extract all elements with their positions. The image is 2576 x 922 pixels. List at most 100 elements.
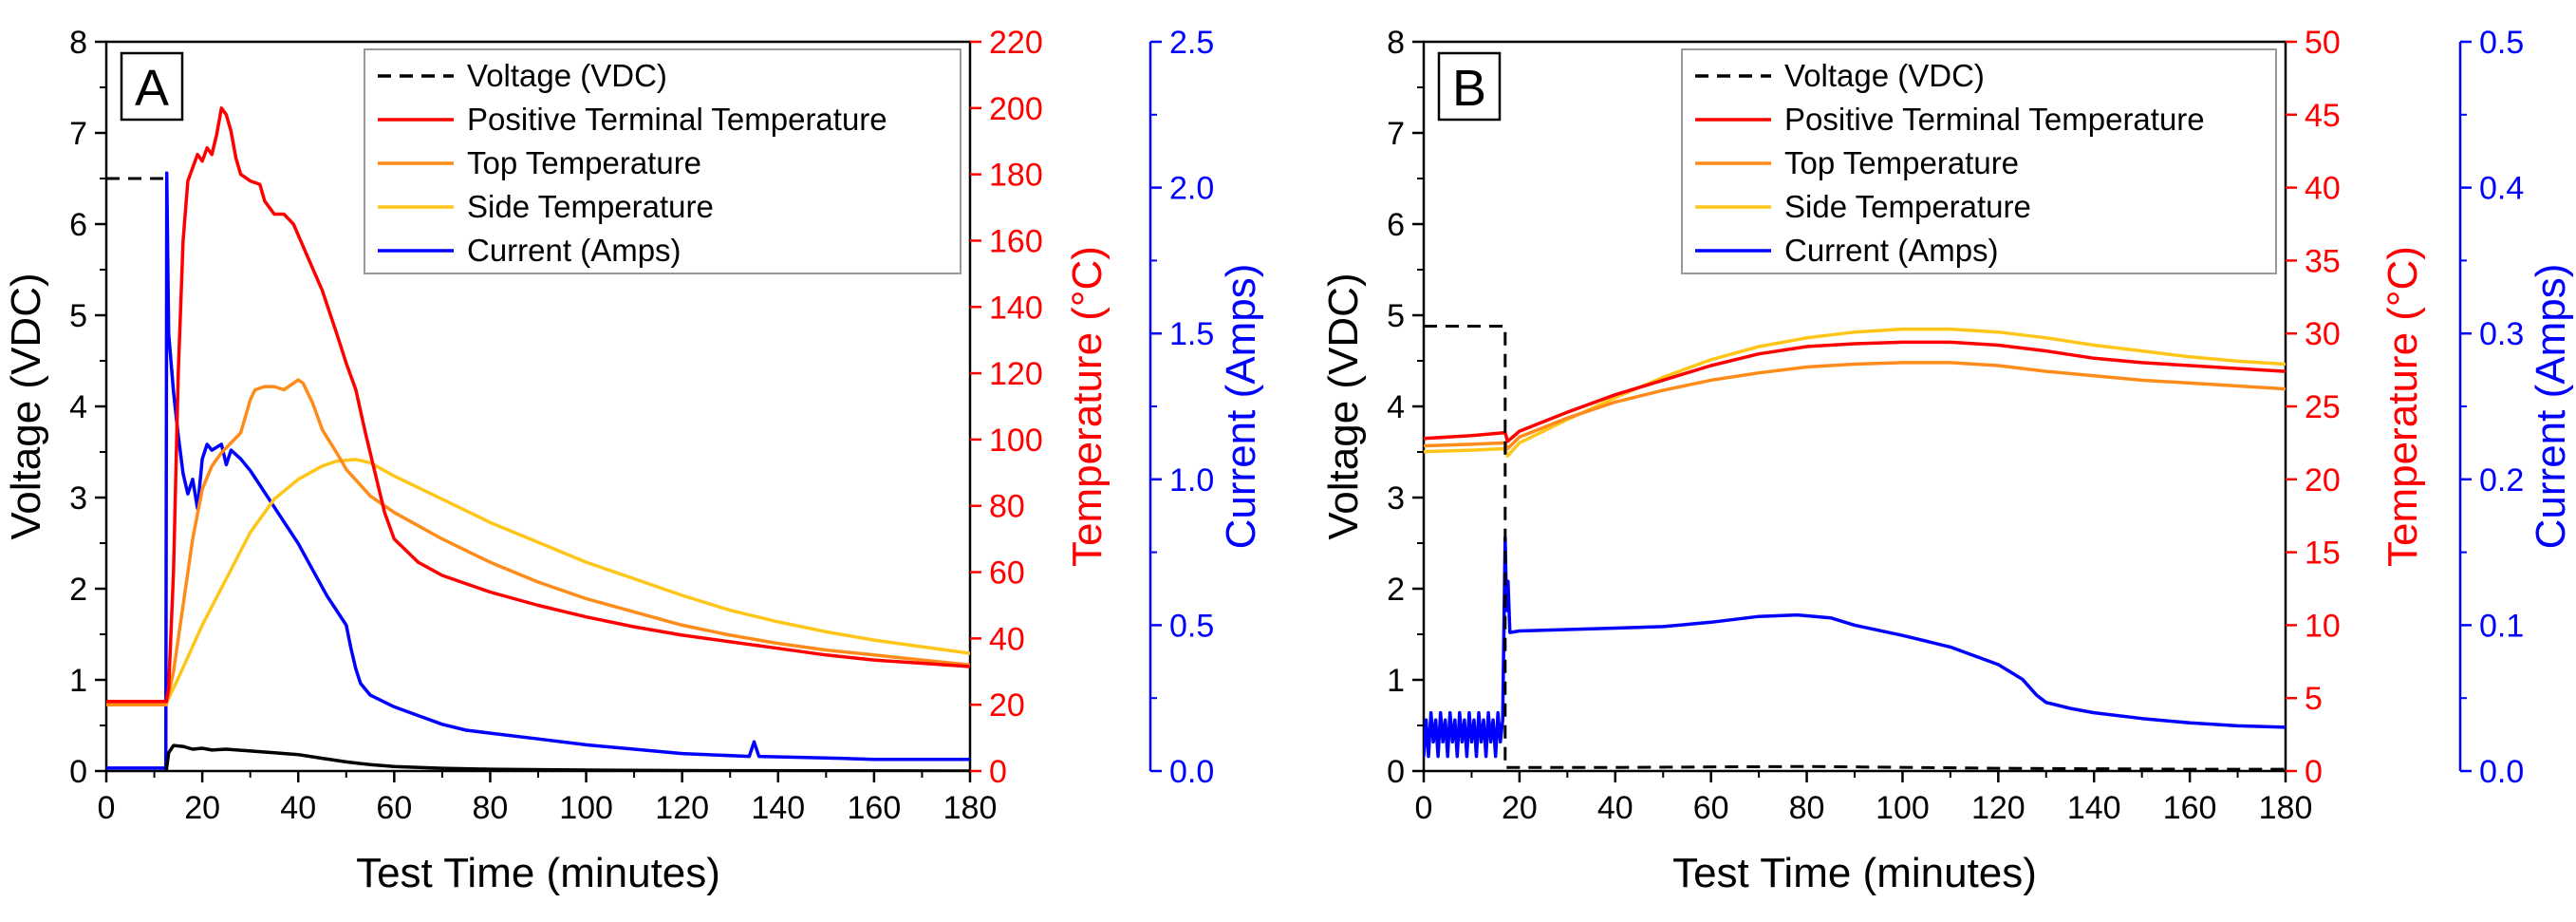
series-voltage-after-event [164, 743, 970, 771]
legend-entry: Top Temperature [467, 145, 701, 180]
voltage-tick-label: 2 [69, 572, 87, 608]
legend: Voltage (VDC) Positive Terminal Temperatu… [1681, 48, 2277, 274]
x-tick-label: 160 [848, 790, 902, 826]
x-tick-label: 120 [655, 790, 709, 826]
temperature-tick-label: 40 [989, 621, 1025, 657]
current-tick-label: 2.0 [1169, 171, 1214, 207]
temperature-tick-label: 45 [2305, 98, 2341, 134]
voltage-tick-label: 6 [69, 207, 87, 243]
voltage-tick-label: 6 [1387, 207, 1405, 243]
temperature-tick-label: 180 [989, 158, 1043, 194]
legend: Voltage (VDC) Positive Terminal Temperatu… [364, 48, 961, 274]
current-tick-label: 1.0 [1169, 462, 1214, 499]
voltage-tick-label: 0 [69, 754, 87, 790]
current-axis-label: Current (Amps) [1218, 264, 1264, 550]
current-tick-label: 1.5 [1169, 316, 1214, 352]
series-current-amps [106, 171, 970, 770]
voltage-tick-label: 8 [1387, 25, 1405, 61]
legend-entry: Voltage (VDC) [467, 58, 667, 93]
temperature-tick-label: 140 [989, 290, 1043, 326]
x-tick-label: 180 [943, 790, 998, 826]
voltage-tick-label: 1 [1387, 663, 1405, 699]
voltage-tick-label: 5 [1387, 298, 1405, 334]
current-tick-label: 2.5 [1169, 25, 1214, 61]
current-tick-label: 0.1 [2479, 608, 2524, 644]
temperature-tick-label: 50 [2305, 25, 2341, 61]
x-tick-label: 20 [1502, 790, 1538, 826]
x-tick-label: 20 [184, 790, 220, 826]
series-side-temperature [1424, 327, 2286, 458]
temperature-tick-label: 220 [989, 25, 1043, 61]
legend-entry: Side Temperature [1784, 189, 2031, 224]
temperature-tick-label: 35 [2305, 243, 2341, 279]
voltage-tick-label: 4 [69, 389, 87, 425]
legend-entry: Voltage (VDC) [1784, 58, 1985, 93]
current-tick-label: 0.2 [2479, 462, 2524, 499]
temperature-tick-label: 100 [989, 423, 1043, 459]
x-tick-label: 60 [1693, 790, 1729, 826]
current-tick-label: 0.0 [2479, 754, 2524, 790]
x-tick-label: 180 [2259, 790, 2313, 826]
temperature-tick-label: 0 [2305, 754, 2323, 790]
x-tick-label: 60 [376, 790, 412, 826]
temperature-tick-label: 10 [2305, 608, 2341, 644]
x-tick-label: 80 [1789, 790, 1825, 826]
current-tick-label: 0.0 [1169, 754, 1214, 790]
x-tick-label: 160 [2163, 790, 2217, 826]
temperature-tick-label: 20 [2305, 462, 2341, 499]
voltage-tick-label: 4 [1387, 389, 1405, 425]
temperature-tick-label: 80 [989, 489, 1025, 525]
panel-letter: A [135, 60, 169, 117]
legend-entry: Positive Terminal Temperature [1784, 102, 2205, 137]
temperature-tick-label: 15 [2305, 536, 2341, 572]
x-tick-label: 0 [98, 790, 116, 826]
temperature-tick-label: 200 [989, 91, 1043, 127]
temperature-axis-label: Temperature (°C) [2380, 246, 2426, 567]
current-tick-label: 0.5 [2479, 25, 2524, 61]
temperature-tick-label: 120 [989, 356, 1043, 392]
x-tick-label: 40 [280, 790, 316, 826]
voltage-axis-label: Voltage (VDC) [3, 273, 49, 539]
x-tick-label: 100 [1876, 790, 1930, 826]
temperature-axis-label: Temperature (°C) [1064, 246, 1111, 567]
temperature-tick-label: 60 [989, 555, 1025, 592]
current-tick-label: 0.3 [2479, 316, 2524, 352]
temperature-tick-label: 40 [2305, 171, 2341, 207]
voltage-tick-label: 3 [1387, 480, 1405, 517]
current-axis-label: Current (Amps) [2528, 264, 2574, 550]
legend-box [1681, 48, 2277, 274]
voltage-tick-label: 3 [69, 480, 87, 517]
temperature-tick-label: 20 [989, 687, 1025, 724]
panel-letter: B [1452, 60, 1486, 117]
series-positive-terminal-temperature [1424, 340, 2286, 443]
temperature-tick-label: 160 [989, 223, 1043, 259]
temperature-tick-label: 30 [2305, 316, 2341, 352]
legend-entry: Top Temperature [1784, 145, 2019, 180]
temperature-tick-label: 5 [2305, 681, 2323, 717]
series-top-temperature [106, 378, 970, 706]
current-tick-label: 0.4 [2479, 171, 2524, 207]
series-voltage-vdc [1424, 325, 2286, 771]
temperature-tick-label: 25 [2305, 389, 2341, 425]
voltage-tick-label: 2 [1387, 572, 1405, 608]
voltage-axis-label: Voltage (VDC) [1320, 273, 1367, 539]
x-tick-label: 40 [1597, 790, 1633, 826]
temperature-tick-label: 0 [989, 754, 1007, 790]
x-tick-label: 140 [751, 790, 805, 826]
x-tick-label: 120 [1971, 790, 2025, 826]
x-tick-label: 0 [1415, 790, 1433, 826]
x-tick-label: 100 [559, 790, 613, 826]
series-top-temperature [1424, 361, 2286, 451]
legend-entry: Current (Amps) [1784, 233, 1999, 268]
x-tick-label: 80 [473, 790, 509, 826]
series-positive-terminal-temperature [106, 106, 970, 704]
series-side-temperature [106, 458, 970, 706]
voltage-tick-label: 7 [1387, 116, 1405, 152]
panel-label: B [1437, 51, 1502, 122]
legend-entry: Side Temperature [467, 189, 714, 224]
voltage-tick-label: 1 [69, 663, 87, 699]
